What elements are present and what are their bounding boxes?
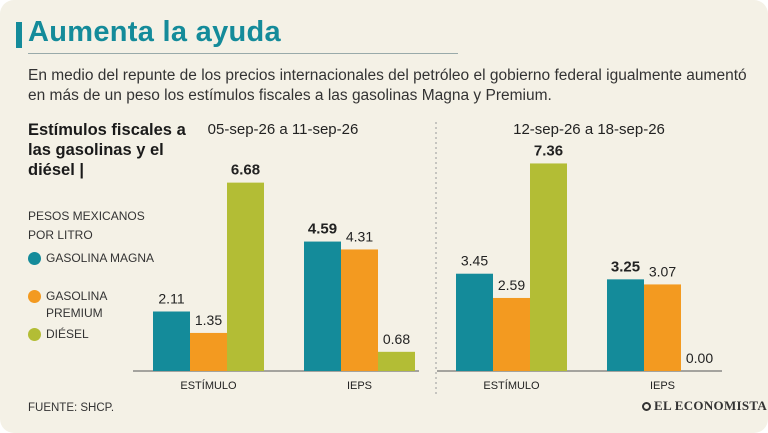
value-label-g1-c1-s2: 0.00 [686,350,713,366]
category-label-g0-c0: ESTÍMULO [180,379,237,392]
subtitle: En medio del repunte de los precios inte… [28,67,747,104]
bar-g0-c1-s1 [341,249,378,371]
value-label-g0-c0-s2: 6.68 [231,162,260,179]
value-label-g0-c0-s0: 2.11 [158,290,184,306]
bar-g1-c0-s1 [493,297,530,371]
legend-swatch-magna [28,252,41,265]
bar-g0-c0-s0 [153,311,190,371]
title-accent-bar [16,22,22,48]
value-label-g1-c0-s1: 2.59 [498,277,525,293]
logo-text: EL ECONOMISTA [654,398,768,413]
legend-title: Estímulos fiscales a las gasolinas y el … [28,121,186,179]
category-label-g0-c1: IEPS [347,380,372,392]
legend-label-magna: GASOLINA MAGNA [46,251,155,265]
bar-g1-c0-s2 [530,163,567,371]
logo-mark-icon [642,402,651,411]
bar-g0-c0-s1 [190,332,227,371]
bar-g0-c1-s0 [304,241,341,371]
category-label-g1-c1: IEPS [650,380,675,392]
value-label-g1-c1-s1: 3.07 [649,263,676,279]
group-title-0: 05-sep-26 a 11-sep-26 [208,121,359,138]
source-note: FUENTE: SHCP. [28,402,115,414]
value-label-g1-c0-s2: 7.36 [534,142,563,159]
value-label-g1-c1-s0: 3.25 [611,258,640,275]
value-label-g1-c0-s0: 3.45 [461,253,488,269]
legend-label-premium: GASOLINA PREMIUM [46,289,107,320]
publisher-logo: EL ECONOMISTA [642,398,767,414]
legend-swatch-premium [28,290,41,303]
title-divider [28,53,458,54]
legend-swatch-diesel [28,328,41,341]
group-title-1: 12-sep-26 a 18-sep-26 [513,121,665,138]
value-label-g0-c1-s0: 4.59 [308,221,337,238]
bar-g1-c0-s0 [456,273,493,371]
page-title: Aumenta la ayuda [28,16,281,48]
category-label-g1-c0: ESTÍMULO [483,379,540,392]
bar-g0-c1-s2 [378,351,415,371]
unit-label: PESOS MEXICANOS POR LITRO [28,209,145,242]
value-label-g0-c1-s1: 4.31 [346,228,373,244]
value-label-g0-c1-s2: 0.68 [383,331,410,347]
legend-label-diesel: DIÉSEL [46,327,89,341]
value-label-g0-c0-s1: 1.35 [195,312,222,328]
bar-g1-c1-s1 [644,284,681,371]
bar-g0-c0-s2 [227,182,264,371]
bar-g1-c1-s0 [607,279,644,371]
